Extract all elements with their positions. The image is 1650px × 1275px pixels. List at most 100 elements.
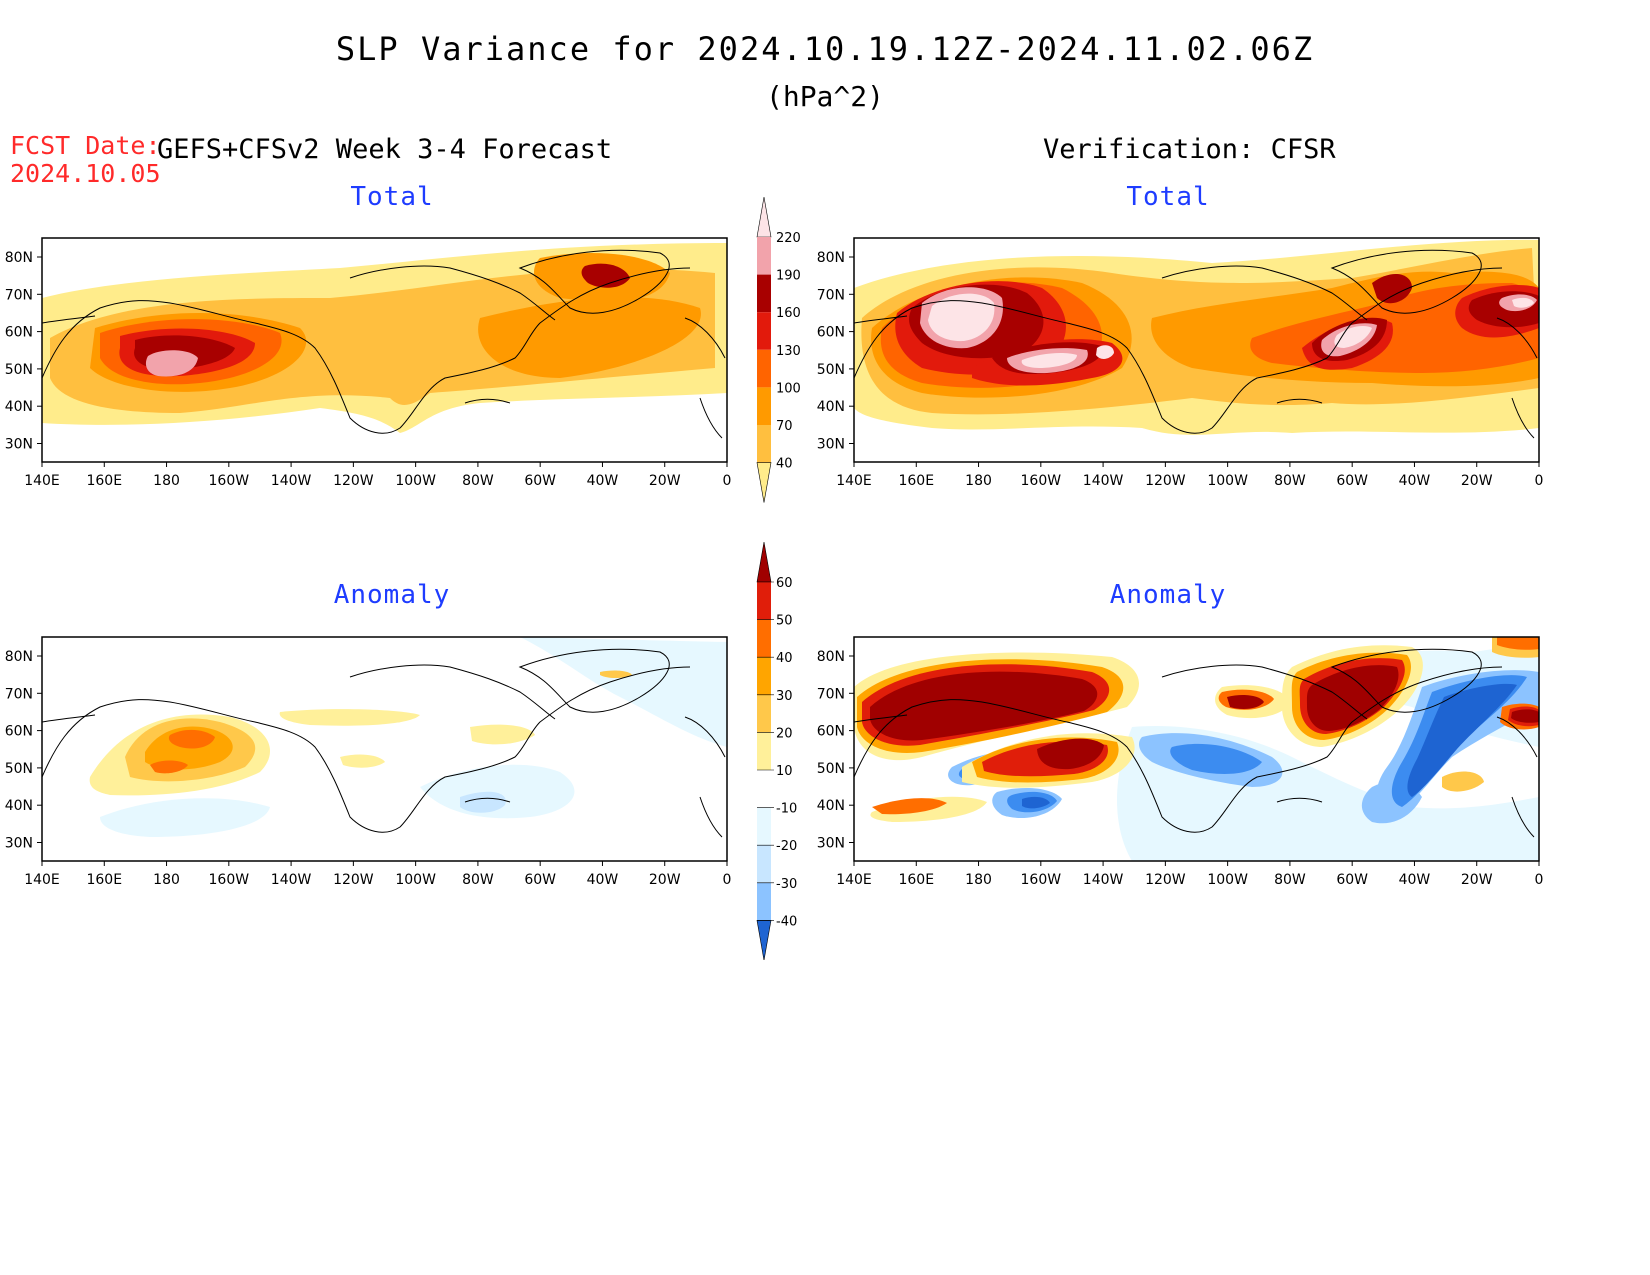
colorbar-swatch [757,237,771,275]
lat-tick-label: 30N [5,437,33,453]
lon-tick-label: 180 [965,473,992,489]
colorbar-label: -20 [776,839,797,854]
lon-tick-label: 20W [649,872,681,888]
panel-title-forecast-anomaly: Anomaly [333,580,451,610]
lon-axis: 140E 160E 180 160W 140W 120W 100W 80W 60W 40W 20W 0 [24,861,731,888]
map-verification-total: 80N 70N 60N 50N 40N 30N 140E 160E 180 160W 140W 12… [817,237,1543,489]
lon-tick-label: 180 [153,473,180,489]
lat-tick-label: 30N [817,437,845,453]
lon-tick-label: 120W [1145,872,1186,888]
lon-axis: 140E 160E 180 160W 140W 120W 100W 80W 60W 40W 20W 0 [24,462,731,489]
colorbar-swatch [757,582,771,620]
lat-tick-label: 30N [5,836,33,852]
lon-tick-label: 0 [723,872,732,888]
lon-tick-label: 100W [395,872,436,888]
lat-axis: 80N 70N 60N 50N 40N 30N [5,250,42,453]
lat-tick-label: 60N [817,325,845,341]
lon-tick-label: 60W [1336,872,1368,888]
lon-tick-label: 80W [462,473,494,489]
lat-tick-label: 30N [817,836,845,852]
panel-title-forecast-total: Total [350,182,434,212]
lon-tick-label: 100W [1207,872,1248,888]
lon-tick-label: 180 [153,872,180,888]
lon-tick-label: 120W [333,872,374,888]
lon-tick-label: 0 [1535,872,1544,888]
lon-tick-label: 60W [524,872,556,888]
lat-tick-label: 40N [817,399,845,415]
colorbar-label: 130 [776,344,801,359]
lon-tick-label: 80W [462,872,494,888]
colorbar-swatch [757,349,771,388]
figure-title: SLP Variance for 2024.10.19.12Z-2024.11.… [335,30,1315,68]
lon-tick-label: 20W [1461,473,1493,489]
lon-tick-label: 140W [271,872,312,888]
lon-tick-label: 120W [333,473,374,489]
lat-axis: 80N 70N 60N 50N 40N 30N [5,649,42,852]
colorbar-swatch [757,770,771,808]
lat-axis: 80N 70N 60N 50N 40N 30N [817,649,854,852]
colorbar-swatch [757,694,771,733]
lat-tick-label: 60N [817,724,845,740]
lat-tick-label: 50N [5,362,33,378]
lon-tick-label: 140E [24,473,60,489]
colorbar-label: 50 [776,614,793,629]
colorbar-label: 70 [776,419,793,434]
colorbar-swatch [757,274,771,313]
verification-header: Verification: CFSR [1043,134,1336,165]
colorbar-anomaly: 60 50 40 30 20 10 -10 -20 -30 -40 [756,541,797,960]
map-forecast-total: 80N 70N 60N 50N 40N 30N 140E 160E 180 160W 140W 12… [5,237,731,489]
lat-tick-label: 40N [5,399,33,415]
lon-axis: 140E 160E 180 160W 140W 120W 100W 80W 60W 40W 20W 0 [836,462,1543,489]
colorbar-label: 160 [776,306,801,321]
colorbar-swatch [757,882,771,921]
lon-tick-label: 140W [271,473,312,489]
lon-tick-label: 0 [1535,473,1544,489]
colorbar-swatch [757,387,771,425]
lat-tick-label: 50N [817,761,845,777]
lat-tick-label: 40N [5,798,33,814]
lon-tick-label: 140E [24,872,60,888]
lon-tick-label: 160W [1021,872,1062,888]
colorbar-swatch [757,807,771,846]
colorbar-swatch [757,312,771,350]
lon-axis: 140E 160E 180 160W 140W 120W 100W 80W 60W 40W 20W 0 [836,861,1543,888]
colorbar-label: -40 [776,914,797,929]
lon-tick-label: 160W [209,473,250,489]
lon-tick-label: 40W [587,473,619,489]
lat-tick-label: 80N [817,649,845,665]
lon-tick-label: 140E [836,473,872,489]
colorbar-label: 40 [776,651,793,666]
colorbar-label: 190 [776,269,801,284]
lon-tick-label: 0 [723,473,732,489]
colorbar-cap-bottom [756,920,772,960]
lon-tick-label: 20W [649,473,681,489]
lon-tick-label: 160E [86,473,122,489]
panel-title-verification-total: Total [1126,182,1210,212]
lon-tick-label: 140W [1083,872,1124,888]
forecast-header: GEFS+CFSv2 Week 3-4 Forecast [157,134,613,165]
lon-tick-label: 160E [898,473,934,489]
lon-tick-label: 120W [1145,473,1186,489]
colorbar-total: 220 190 160 130 100 70 40 [756,196,801,503]
colorbar-label: -30 [776,877,797,892]
lat-tick-label: 80N [5,649,33,665]
lon-tick-label: 160E [86,872,122,888]
colorbar-label: 10 [776,764,793,779]
colorbar-swatch [757,845,771,883]
lon-tick-label: 160W [209,872,250,888]
colorbar-swatch [757,657,771,695]
colorbar-label: 40 [776,457,793,472]
lat-tick-label: 70N [817,287,845,303]
lon-tick-label: 160W [1021,473,1062,489]
lon-tick-label: 60W [1336,473,1368,489]
colorbar-label: 220 [776,231,801,246]
lon-tick-label: 180 [965,872,992,888]
colorbar-cap-top [756,196,772,238]
panel-title-verification-anomaly: Anomaly [1109,580,1227,610]
fcst-date-value: 2024.10.05 [10,159,161,188]
lat-tick-label: 80N [5,250,33,266]
lat-tick-label: 70N [5,287,33,303]
lat-tick-label: 50N [5,761,33,777]
lon-tick-label: 100W [395,473,436,489]
lat-tick-label: 80N [817,250,845,266]
